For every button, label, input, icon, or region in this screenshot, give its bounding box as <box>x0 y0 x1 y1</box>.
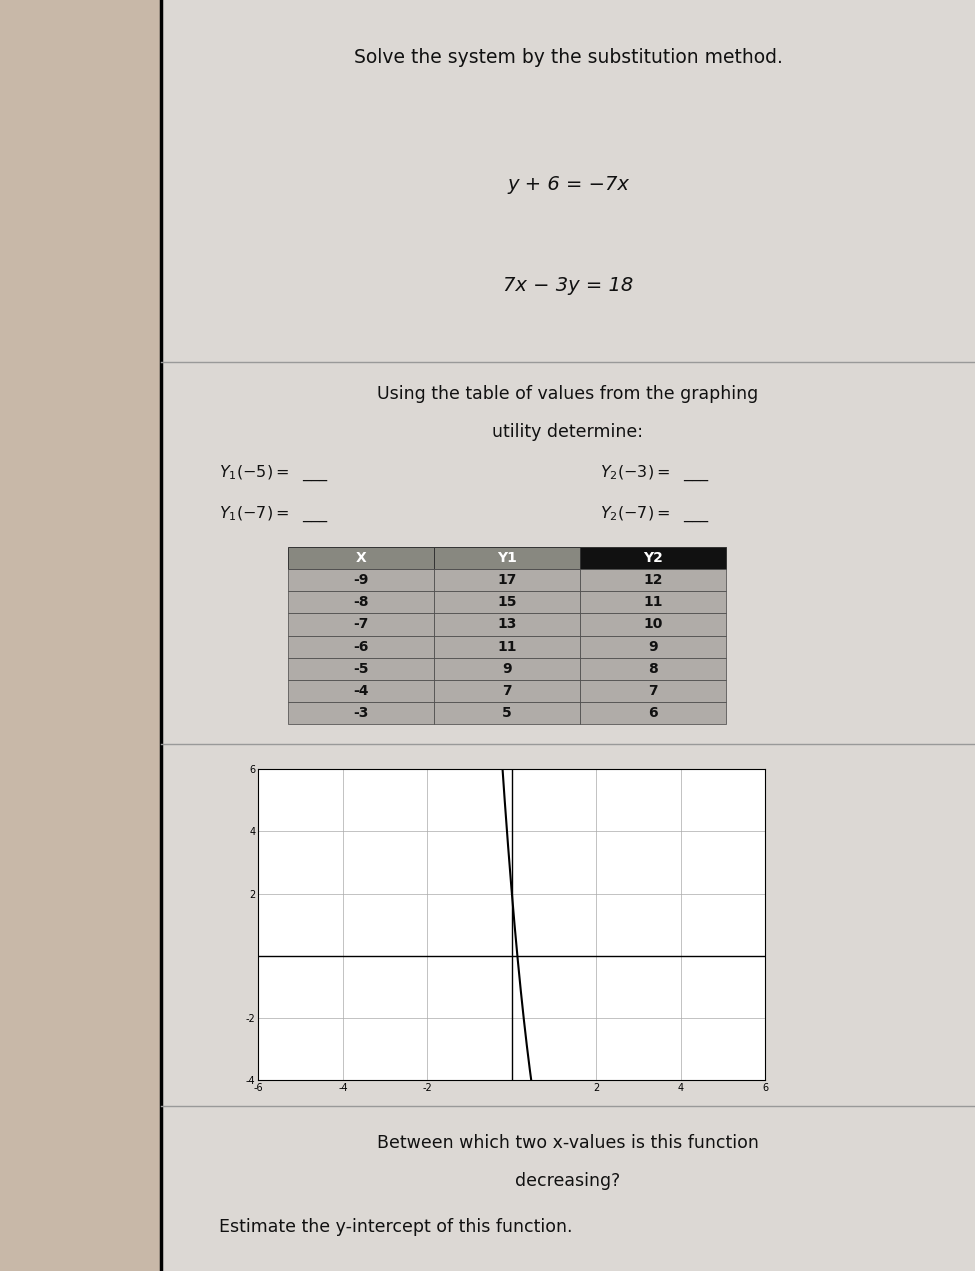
Bar <box>434 547 580 569</box>
Text: -8: -8 <box>353 595 369 609</box>
Bar <box>288 614 434 636</box>
Text: 7: 7 <box>648 684 658 698</box>
Bar <box>288 702 434 724</box>
Text: utility determine:: utility determine: <box>492 423 644 441</box>
Bar <box>580 591 726 614</box>
Bar <box>580 569 726 591</box>
Bar <box>580 636 726 658</box>
Text: 12: 12 <box>644 573 663 587</box>
Text: 10: 10 <box>644 618 663 632</box>
Bar <box>288 591 434 614</box>
Text: 11: 11 <box>497 639 517 653</box>
Text: 11: 11 <box>644 595 663 609</box>
Text: 7: 7 <box>502 684 512 698</box>
Text: decreasing?: decreasing? <box>516 1172 620 1190</box>
Bar <box>580 658 726 680</box>
Text: y + 6 = −7x: y + 6 = −7x <box>507 175 629 193</box>
Text: -6: -6 <box>353 639 369 653</box>
Bar <box>288 636 434 658</box>
Bar <box>434 569 580 591</box>
Bar <box>580 547 726 569</box>
Text: -5: -5 <box>353 662 369 676</box>
Text: 13: 13 <box>497 618 517 632</box>
Text: Between which two x-values is this function: Between which two x-values is this funct… <box>377 1134 759 1152</box>
Bar <box>580 680 726 702</box>
Text: X: X <box>355 550 367 564</box>
Text: $Y_1(-5) =$  ___: $Y_1(-5) =$ ___ <box>219 464 329 483</box>
Bar <box>288 680 434 702</box>
Text: Estimate the y-intercept of this function.: Estimate the y-intercept of this functio… <box>219 1218 573 1235</box>
Bar <box>0 0 161 1271</box>
Text: -7: -7 <box>353 618 369 632</box>
Bar <box>434 680 580 702</box>
Bar <box>434 614 580 636</box>
Bar <box>434 702 580 724</box>
Text: $Y_2(-7) =$  ___: $Y_2(-7) =$ ___ <box>600 505 709 524</box>
Bar <box>288 547 434 569</box>
Text: 9: 9 <box>648 639 658 653</box>
Text: Solve the system by the substitution method.: Solve the system by the substitution met… <box>354 48 782 66</box>
Text: Y2: Y2 <box>644 550 663 564</box>
Text: $Y_1(-7) =$  ___: $Y_1(-7) =$ ___ <box>219 505 329 524</box>
Text: Y1: Y1 <box>497 550 517 564</box>
Bar <box>580 614 726 636</box>
Bar <box>580 702 726 724</box>
Text: 5: 5 <box>502 707 512 721</box>
Text: 15: 15 <box>497 595 517 609</box>
Text: -4: -4 <box>353 684 369 698</box>
Bar <box>288 658 434 680</box>
Bar <box>434 658 580 680</box>
Text: -3: -3 <box>353 707 369 721</box>
Bar <box>288 569 434 591</box>
Text: 7x − 3y = 18: 7x − 3y = 18 <box>503 277 633 295</box>
Text: 8: 8 <box>648 662 658 676</box>
Text: Using the table of values from the graphing: Using the table of values from the graph… <box>377 385 759 403</box>
Bar <box>434 636 580 658</box>
Bar <box>161 0 975 1271</box>
Text: 9: 9 <box>502 662 512 676</box>
Text: 17: 17 <box>497 573 517 587</box>
Bar <box>434 591 580 614</box>
Text: -9: -9 <box>353 573 369 587</box>
Text: $Y_2(-3) =$  ___: $Y_2(-3) =$ ___ <box>600 464 709 483</box>
Text: 6: 6 <box>648 707 658 721</box>
